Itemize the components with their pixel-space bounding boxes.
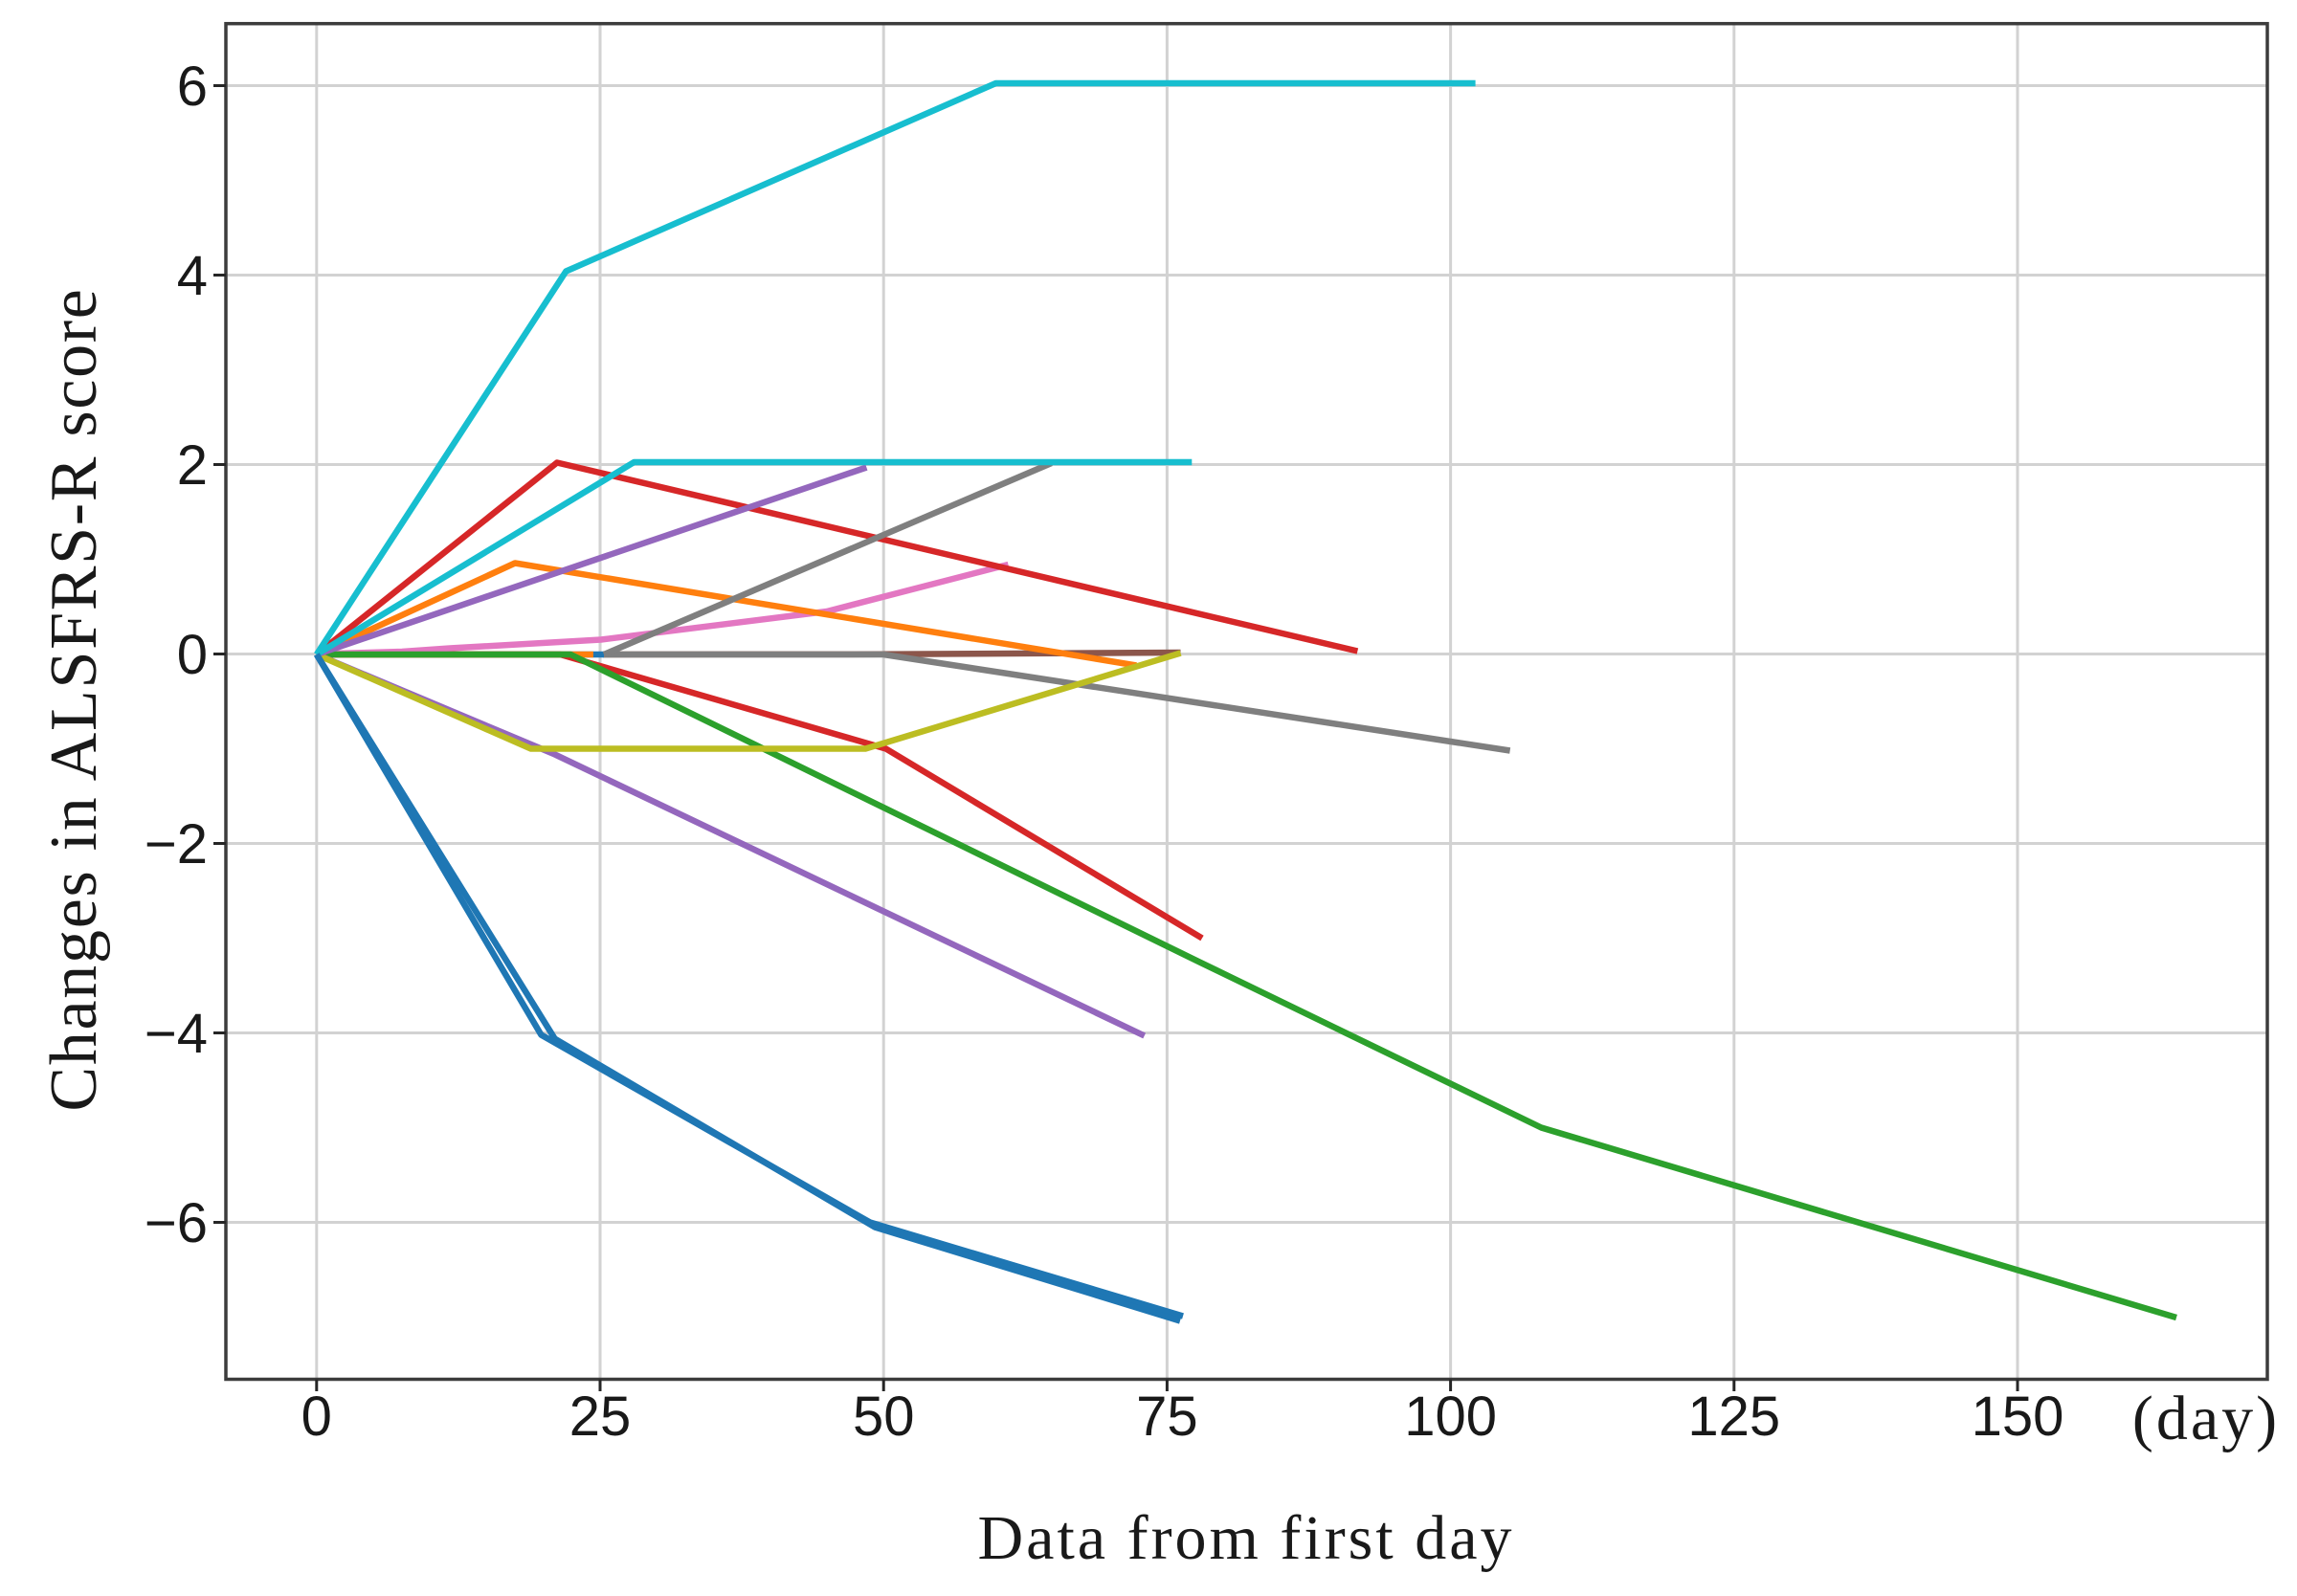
svg-text:6: 6 (177, 55, 208, 118)
svg-text:2: 2 (177, 434, 208, 497)
svg-text:−4: −4 (145, 1003, 208, 1065)
svg-text:0: 0 (177, 624, 208, 686)
svg-text:75: 75 (1136, 1385, 1198, 1448)
svg-text:Data from first day: Data from first day (978, 1503, 1515, 1573)
svg-text:125: 125 (1687, 1385, 1780, 1448)
svg-text:150: 150 (1972, 1385, 2064, 1448)
svg-text:100: 100 (1404, 1385, 1497, 1448)
svg-text:4: 4 (177, 245, 208, 307)
svg-text:Changes in ALSFRS-R score: Changes in ALSFRS-R score (37, 287, 111, 1111)
svg-text:25: 25 (569, 1385, 632, 1448)
svg-text:(day): (day) (2132, 1384, 2280, 1453)
svg-text:−6: −6 (145, 1192, 208, 1254)
svg-text:50: 50 (853, 1385, 915, 1448)
svg-text:−2: −2 (145, 813, 208, 876)
svg-text:0: 0 (301, 1385, 332, 1448)
